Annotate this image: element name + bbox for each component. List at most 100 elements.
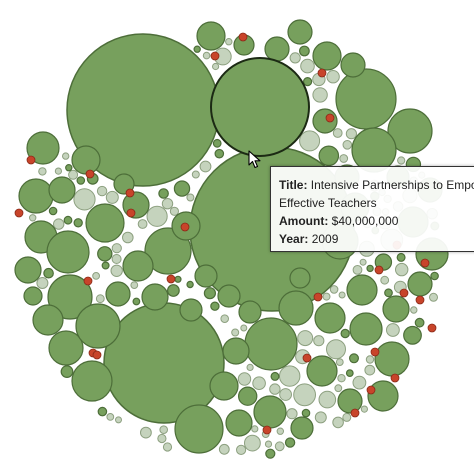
- grant-bubble[interactable]: [301, 408, 311, 418]
- minor-grant-bubble[interactable]: [313, 335, 325, 347]
- highlighted-grant-dot[interactable]: [366, 385, 376, 395]
- grant-bubble[interactable]: [174, 404, 224, 454]
- minor-grant-bubble[interactable]: [300, 58, 315, 74]
- grant-bubble[interactable]: [65, 163, 73, 172]
- minor-grant-bubble[interactable]: [246, 363, 254, 371]
- minor-grant-bubble[interactable]: [115, 416, 122, 424]
- grant-bubble[interactable]: [194, 264, 218, 288]
- minor-grant-bubble[interactable]: [162, 442, 173, 452]
- minor-grant-bubble[interactable]: [359, 258, 367, 266]
- minor-grant-bubble[interactable]: [429, 292, 438, 302]
- grant-bubble[interactable]: [289, 267, 311, 289]
- highlighted-grant-dot[interactable]: [325, 113, 335, 123]
- highlighted-grant-dot[interactable]: [125, 188, 135, 198]
- grant-bubble[interactable]: [349, 312, 383, 346]
- minor-grant-bubble[interactable]: [386, 323, 400, 337]
- minor-grant-bubble[interactable]: [293, 383, 317, 407]
- highlighted-grant-dot[interactable]: [390, 373, 400, 383]
- grant-bubble[interactable]: [63, 215, 73, 225]
- minor-grant-bubble[interactable]: [345, 128, 357, 140]
- grant-bubble[interactable]: [337, 388, 363, 414]
- grant-bubble[interactable]: [97, 246, 113, 262]
- minor-grant-bubble[interactable]: [122, 231, 134, 244]
- grant-bubble[interactable]: [14, 256, 42, 284]
- grant-bubble[interactable]: [222, 337, 250, 365]
- grant-bubble[interactable]: [287, 19, 313, 45]
- grant-bubble[interactable]: [270, 371, 280, 381]
- highlighted-grant-dot[interactable]: [302, 353, 312, 363]
- grant-bubble[interactable]: [346, 274, 378, 306]
- minor-grant-bubble[interactable]: [111, 243, 122, 254]
- minor-grant-bubble[interactable]: [218, 443, 230, 455]
- grant-bubble[interactable]: [340, 52, 366, 78]
- minor-grant-bubble[interactable]: [264, 440, 273, 448]
- minor-grant-bubble[interactable]: [73, 188, 96, 211]
- grant-bubble[interactable]: [253, 395, 287, 429]
- minor-grant-bubble[interactable]: [106, 413, 115, 421]
- minor-grant-bubble[interactable]: [332, 128, 343, 138]
- minor-grant-bubble[interactable]: [335, 358, 344, 367]
- minor-grant-bubble[interactable]: [297, 330, 314, 347]
- grant-bubble[interactable]: [414, 317, 425, 328]
- minor-grant-bubble[interactable]: [337, 374, 346, 383]
- grant-bubble[interactable]: [396, 252, 406, 262]
- minor-grant-bubble[interactable]: [36, 277, 49, 289]
- grant-bubble[interactable]: [214, 148, 225, 159]
- minor-grant-bubble[interactable]: [38, 167, 47, 176]
- grant-bubble[interactable]: [23, 286, 43, 306]
- grant-bubble[interactable]: [43, 267, 54, 279]
- grant-bubble[interactable]: [237, 386, 258, 406]
- grant-bubble[interactable]: [244, 317, 298, 371]
- minor-grant-bubble[interactable]: [332, 416, 344, 429]
- grant-bubble[interactable]: [73, 218, 83, 228]
- minor-grant-bubble[interactable]: [312, 87, 328, 103]
- highlighted-grant-dot[interactable]: [83, 276, 93, 286]
- highlighted-grant-dot[interactable]: [313, 292, 323, 302]
- highlighted-grant-dot[interactable]: [350, 408, 360, 418]
- grant-bubble[interactable]: [26, 131, 60, 165]
- minor-grant-bubble[interactable]: [199, 160, 212, 173]
- minor-grant-bubble[interactable]: [299, 130, 321, 152]
- minor-grant-bubble[interactable]: [53, 218, 65, 230]
- highlighted-grant-dot[interactable]: [415, 295, 425, 305]
- minor-grant-bubble[interactable]: [161, 198, 174, 210]
- grant-bubble[interactable]: [71, 145, 101, 175]
- minor-grant-bubble[interactable]: [360, 405, 368, 413]
- grant-bubble[interactable]: [345, 369, 354, 378]
- minor-grant-bubble[interactable]: [146, 205, 168, 227]
- minor-grant-bubble[interactable]: [397, 156, 406, 165]
- minor-grant-bubble[interactable]: [252, 376, 266, 391]
- minor-grant-bubble[interactable]: [274, 441, 285, 452]
- minor-grant-bubble[interactable]: [92, 272, 100, 280]
- minor-grant-bubble[interactable]: [236, 444, 247, 455]
- grant-bubble[interactable]: [349, 353, 360, 364]
- grant-bubble[interactable]: [374, 341, 410, 377]
- minor-grant-bubble[interactable]: [240, 324, 248, 332]
- grant-bubble[interactable]: [384, 288, 393, 298]
- grant-bubble[interactable]: [407, 271, 433, 297]
- minor-grant-bubble[interactable]: [130, 281, 139, 290]
- minor-grant-bubble[interactable]: [95, 294, 105, 304]
- minor-grant-bubble[interactable]: [289, 52, 301, 64]
- grant-bubble[interactable]: [47, 274, 93, 320]
- grant-bubble[interactable]: [312, 108, 338, 134]
- grant-bubble[interactable]: [303, 76, 313, 87]
- grant-bubble[interactable]: [101, 261, 110, 270]
- grant-bubble[interactable]: [367, 380, 399, 412]
- grant-bubble[interactable]: [238, 300, 262, 324]
- minor-grant-bubble[interactable]: [352, 375, 367, 390]
- grant-bubble[interactable]: [186, 280, 194, 289]
- minor-grant-bubble[interactable]: [202, 51, 211, 60]
- grant-bubble[interactable]: [225, 409, 253, 437]
- minor-grant-bubble[interactable]: [105, 190, 119, 204]
- grant-bubble[interactable]: [430, 271, 439, 281]
- highlighted-grant-dot[interactable]: [85, 169, 95, 179]
- minor-grant-bubble[interactable]: [110, 264, 123, 277]
- minor-grant-bubble[interactable]: [191, 170, 200, 179]
- grant-bubble[interactable]: [290, 416, 314, 440]
- grant-bubble[interactable]: [210, 301, 220, 311]
- highlighted-grant-dot[interactable]: [317, 68, 327, 78]
- grant-bubble[interactable]: [335, 68, 397, 130]
- minor-grant-bubble[interactable]: [279, 365, 301, 387]
- grant-bubble[interactable]: [97, 406, 108, 417]
